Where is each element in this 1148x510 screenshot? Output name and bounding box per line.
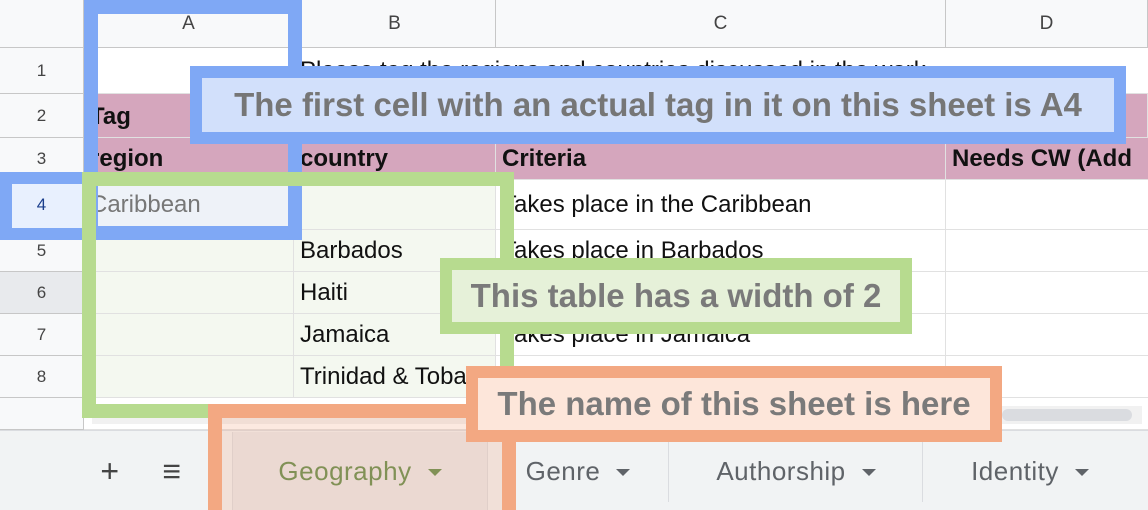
tab-genre-label: Genre [525, 455, 601, 486]
annotation-sheet-name: The name of this sheet is here [466, 366, 1002, 442]
tab-geography[interactable]: Geography [232, 432, 488, 510]
cell-a7[interactable] [84, 314, 294, 356]
annotation-first-cell-text: The first cell with an actual tag in it … [234, 86, 1082, 123]
cell-d4[interactable] [946, 180, 1148, 230]
row-header-9[interactable] [0, 398, 84, 430]
tab-identity[interactable]: Identity [930, 432, 1130, 510]
tab-identity-label: Identity [971, 455, 1059, 486]
tab-authorship[interactable]: Authorship [676, 432, 916, 510]
corner-cell[interactable] [0, 0, 84, 48]
cell-b4[interactable] [294, 180, 496, 230]
annotation-table-width-text: This table has a width of 2 [470, 277, 882, 314]
tab-genre[interactable]: Genre [496, 432, 660, 510]
column-header-b[interactable]: B [294, 0, 496, 48]
chevron-down-icon[interactable] [1074, 468, 1089, 476]
column-header-c[interactable]: C [496, 0, 946, 48]
row-header-6[interactable]: 6 [0, 272, 84, 314]
column-header-d[interactable]: D [946, 0, 1148, 48]
row-header-8[interactable]: 8 [0, 356, 84, 398]
annotation-table-width: This table has a width of 2 [440, 258, 912, 334]
highlight-sheet-tab-outline [208, 404, 516, 510]
cell-d7[interactable] [946, 314, 1148, 356]
cell-b8[interactable]: Trinidad & Tobago [294, 356, 496, 398]
tab-divider [668, 440, 669, 502]
cell-c4[interactable]: Takes place in the Caribbean [496, 180, 946, 230]
tab-divider [922, 440, 923, 502]
cell-b7[interactable]: Jamaica [294, 314, 496, 356]
cell-d6[interactable] [946, 272, 1148, 314]
row-header-2[interactable]: 2 [0, 94, 84, 138]
tab-authorship-label: Authorship [716, 455, 846, 486]
row-header-1[interactable]: 1 [0, 48, 84, 94]
chevron-down-icon[interactable] [616, 468, 631, 476]
annotation-sheet-name-text: The name of this sheet is here [497, 385, 971, 422]
cell-a6[interactable] [84, 272, 294, 314]
chevron-down-icon[interactable] [861, 468, 876, 476]
cell-c3[interactable]: Criteria [496, 138, 946, 180]
add-sheet-button[interactable]: + [100, 452, 120, 489]
cell-a8[interactable] [84, 356, 294, 398]
cell-d8[interactable] [946, 356, 1148, 398]
chevron-down-icon[interactable] [427, 468, 442, 476]
cell-d3[interactable]: Needs CW (Add [946, 138, 1148, 180]
all-sheets-button[interactable]: ≡ [162, 452, 182, 489]
cell-a4[interactable]: Caribbean [84, 180, 294, 230]
scrollbar-thumb[interactable] [1002, 409, 1132, 421]
annotation-first-cell: The first cell with an actual tag in it … [190, 66, 1126, 144]
row-header-7[interactable]: 7 [0, 314, 84, 356]
sheet-tab-bar [0, 430, 1148, 510]
tab-geography-label: Geography [278, 455, 412, 486]
cell-d5[interactable] [946, 230, 1148, 272]
